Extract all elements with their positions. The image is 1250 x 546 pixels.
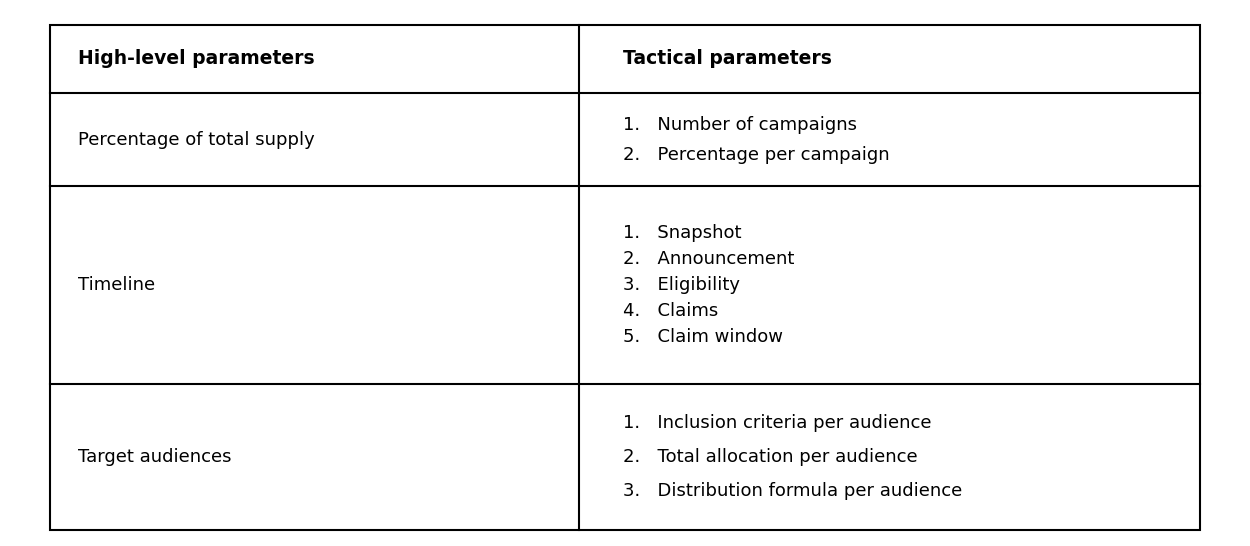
Text: Tactical parameters: Tactical parameters [622,50,831,68]
Text: 3.   Eligibility: 3. Eligibility [622,276,740,294]
Text: 3.   Distribution formula per audience: 3. Distribution formula per audience [622,482,962,500]
Text: 2.   Total allocation per audience: 2. Total allocation per audience [622,448,918,466]
Text: 4.   Claims: 4. Claims [622,302,718,321]
Text: Percentage of total supply: Percentage of total supply [78,130,314,149]
Text: Timeline: Timeline [78,276,155,294]
Text: 1.   Number of campaigns: 1. Number of campaigns [622,116,856,134]
Text: 2.   Percentage per campaign: 2. Percentage per campaign [622,146,890,164]
Text: 2.   Announcement: 2. Announcement [622,250,794,268]
Text: 1.   Snapshot: 1. Snapshot [622,224,741,242]
Text: Target audiences: Target audiences [78,448,231,466]
Text: High-level parameters: High-level parameters [78,50,314,68]
Text: 1.   Inclusion criteria per audience: 1. Inclusion criteria per audience [622,414,931,432]
Text: 5.   Claim window: 5. Claim window [622,329,782,347]
